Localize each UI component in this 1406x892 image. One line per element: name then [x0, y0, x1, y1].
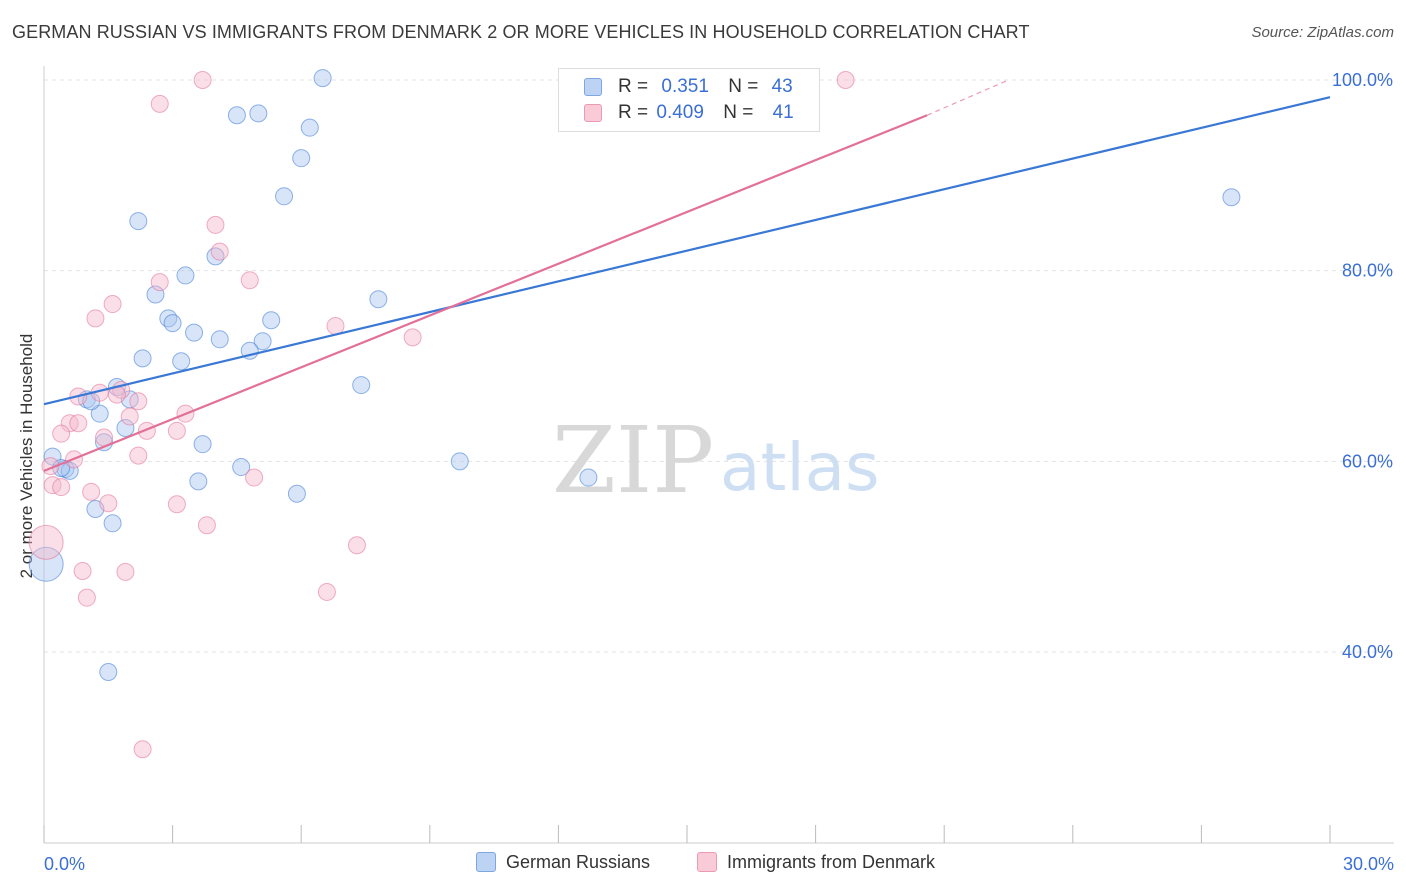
point-immigrants-denmark [167, 495, 186, 514]
y-tick-label: 60.0% [1342, 451, 1393, 471]
point-immigrants-denmark [326, 316, 345, 335]
point-immigrants-denmark [197, 516, 216, 535]
point-german-russians [189, 472, 208, 491]
y-tick-label: 100.0% [1332, 70, 1393, 90]
bottom-legend-denmark: Immigrants from Denmark [697, 852, 935, 873]
bottom-legend-german-russians: German Russians [476, 852, 650, 873]
point-german-russians [210, 330, 229, 349]
point-immigrants-denmark [210, 242, 229, 261]
legend-swatch-blue [584, 78, 602, 96]
point-immigrants-denmark [347, 536, 366, 555]
point-german-russians [103, 514, 122, 533]
point-immigrants-denmark [129, 392, 148, 411]
point-immigrants-denmark [317, 582, 336, 601]
point-german-russians [176, 266, 195, 285]
point-immigrants-denmark [129, 446, 148, 465]
point-immigrants-denmark [82, 482, 101, 501]
point-german-russians [292, 149, 311, 168]
trend-lines [43, 79, 1331, 472]
axes [43, 66, 1394, 844]
stats-legend: R = 0.351 N = 43 R = 0.409 N = 41 [558, 68, 820, 132]
x-tick-label-min: 0.0% [44, 854, 85, 874]
point-immigrants-denmark [836, 71, 855, 89]
point-german-russians [185, 323, 204, 342]
point-german-russians [163, 314, 182, 333]
point-german-russians [579, 468, 598, 487]
trendline-extension-denmark [926, 79, 1009, 116]
point-immigrants-denmark [403, 328, 422, 347]
point-german-russians [116, 418, 135, 437]
x-tick-label-max: 30.0% [1343, 854, 1394, 874]
point-immigrants-denmark [193, 71, 212, 89]
point-german-russians [352, 376, 371, 395]
point-german-russians [133, 349, 152, 368]
point-immigrants-denmark [167, 421, 186, 440]
point-immigrants-denmark [206, 215, 225, 234]
point-immigrants-denmark [150, 94, 169, 113]
point-immigrants-denmark [240, 271, 259, 290]
point-german-russians [99, 663, 118, 682]
point-immigrants-denmark [28, 524, 64, 560]
watermark-atlas: atlas [720, 429, 880, 506]
point-german-russians [1222, 188, 1241, 207]
point-german-russians [249, 104, 268, 123]
y-tick-label: 80.0% [1342, 261, 1393, 281]
point-german-russians [287, 484, 306, 503]
bottom-legend-label-denmark: Immigrants from Denmark [727, 852, 936, 872]
point-immigrants-denmark [150, 273, 169, 292]
point-immigrants-denmark [52, 424, 71, 443]
point-german-russians [253, 332, 272, 351]
point-german-russians [262, 311, 281, 330]
legend-n-value: 41 [772, 102, 794, 123]
point-immigrants-denmark [245, 468, 264, 487]
point-immigrants-denmark [77, 588, 96, 607]
point-german-russians [313, 69, 332, 88]
chart-title: GERMAN RUSSIAN VS IMMIGRANTS FROM DENMAR… [12, 22, 1030, 42]
legend-r-label: R = [618, 76, 649, 97]
point-german-russians [172, 352, 191, 371]
point-german-russians [227, 106, 246, 125]
point-immigrants-denmark [99, 494, 118, 513]
grid-lines [44, 79, 1394, 653]
legend-r-value: 0.409 [656, 102, 704, 123]
legend-r-label: R = [618, 102, 649, 123]
point-immigrants-denmark [120, 407, 139, 426]
legend-n-label: N = [728, 76, 759, 97]
point-immigrants-denmark [52, 478, 71, 497]
trendline-german-russians [43, 96, 1331, 406]
watermark: ZIP atlas [552, 407, 880, 514]
source-label: Source: ZipAtlas.com [1251, 24, 1394, 41]
point-immigrants-denmark [73, 561, 92, 580]
point-immigrants-denmark [103, 295, 122, 314]
legend-swatch-pink [584, 104, 602, 122]
trendline-immigrants-denmark [43, 114, 928, 472]
point-german-russians [28, 546, 64, 582]
bottom-legend-swatch-blue [476, 852, 496, 872]
point-german-russians [129, 212, 148, 231]
y-tick-label: 40.0% [1342, 642, 1393, 662]
point-german-russians [232, 458, 251, 477]
point-german-russians [300, 118, 319, 137]
point-german-russians [275, 187, 294, 206]
point-immigrants-denmark [116, 562, 135, 581]
point-german-russians [193, 435, 212, 454]
legend-n-value: 43 [771, 76, 793, 97]
bottom-legend-label-german-russians: German Russians [506, 852, 651, 872]
point-german-russians [90, 404, 109, 423]
point-immigrants-denmark [69, 414, 88, 433]
point-german-russians [369, 290, 388, 309]
legend-n-label: N = [723, 102, 754, 123]
point-immigrants-denmark [133, 740, 152, 759]
bottom-legend-swatch-pink [697, 852, 717, 872]
point-german-russians [450, 452, 469, 471]
legend-r-value: 0.351 [661, 76, 709, 97]
point-immigrants-denmark [86, 309, 105, 328]
watermark-zip: ZIP [552, 407, 714, 514]
tick-labels: 40.0% 60.0% 80.0% 100.0% 0.0% 30.0% [44, 70, 1394, 874]
